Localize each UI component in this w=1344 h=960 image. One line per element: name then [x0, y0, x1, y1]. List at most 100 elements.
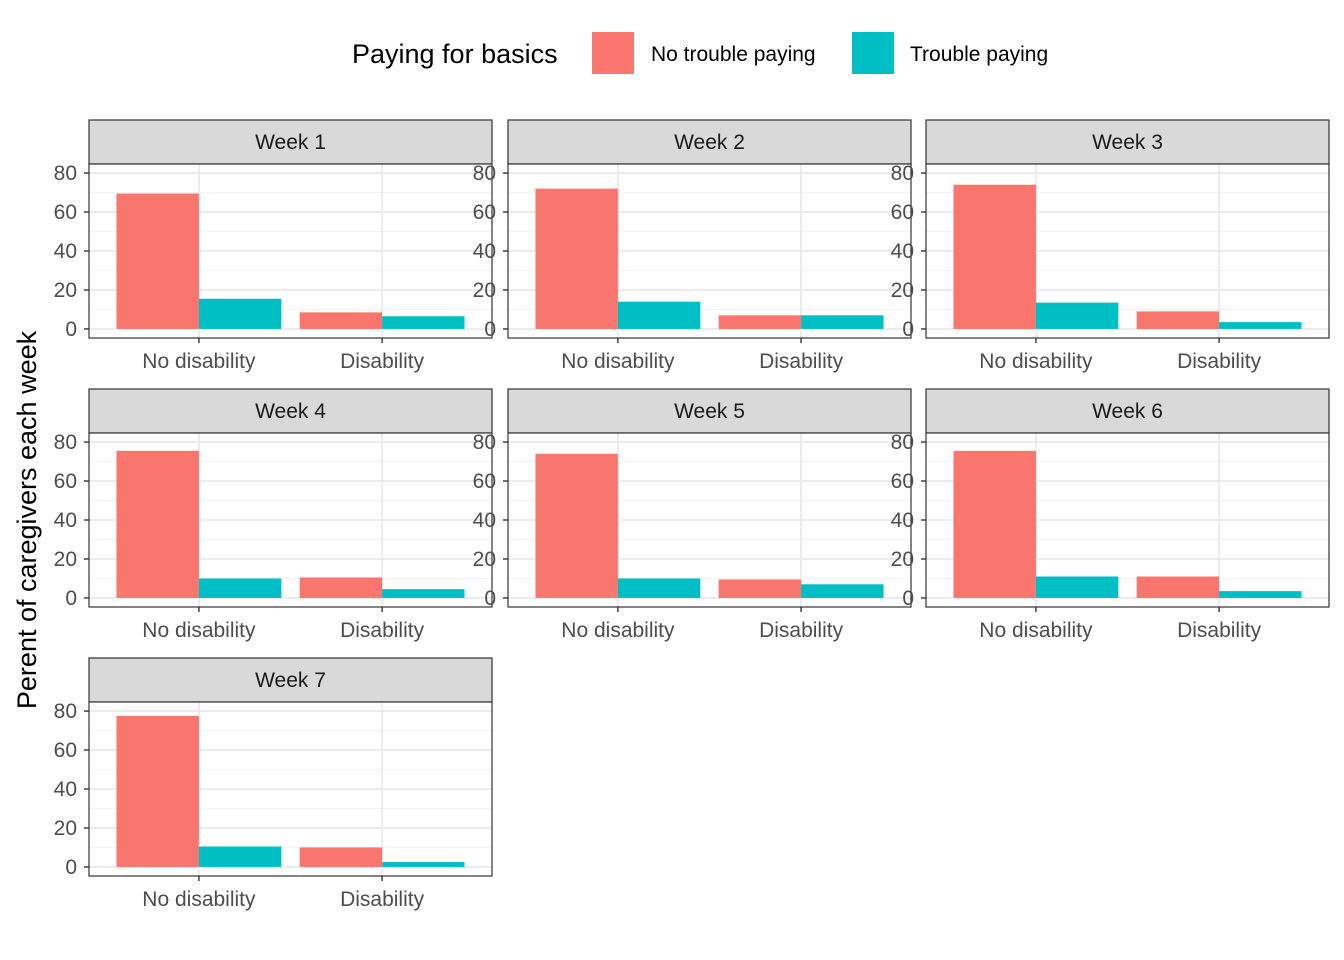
- y-tick-label: 20: [54, 548, 77, 571]
- x-tick-label: Disability: [1177, 619, 1262, 642]
- facet-strip-label: Week 6: [1092, 400, 1163, 423]
- y-tick-label: 60: [891, 470, 914, 493]
- y-tick-label: 0: [65, 318, 77, 341]
- y-tick-label: 60: [473, 201, 496, 224]
- y-tick-label: 0: [65, 856, 77, 879]
- bar-trouble-paying-no-disability: [1035, 302, 1119, 329]
- bar-no-trouble-paying-no-disability: [535, 453, 618, 598]
- facet-strip-label: Week 7: [255, 669, 326, 692]
- bar-no-trouble-paying-no-disability: [953, 184, 1036, 329]
- panel-week-7: Week 7 0 20 40 60 80 No disability Disability: [54, 657, 493, 911]
- panel-week-2: Week 2 0 20 40 60 80 No disability Disability: [473, 119, 912, 373]
- y-tick-label: 80: [54, 700, 77, 723]
- bar-no-trouble-paying-no-disability: [535, 188, 618, 329]
- y-tick-label: 0: [484, 587, 496, 610]
- facet-strip: [88, 119, 493, 165]
- bar-trouble-paying-disability: [382, 316, 465, 329]
- y-tick-label: 60: [473, 470, 496, 493]
- y-tick-label: 20: [891, 548, 914, 571]
- x-tick-label: Disability: [759, 619, 844, 642]
- x-tick-label: No disability: [979, 619, 1093, 642]
- y-tick-label: 80: [473, 431, 496, 454]
- facet-strip: [507, 119, 912, 165]
- bar-trouble-paying-no-disability: [617, 578, 701, 598]
- y-tick-label: 60: [54, 201, 77, 224]
- y-tick-label: 0: [902, 587, 914, 610]
- bar-no-trouble-paying-no-disability: [116, 715, 199, 867]
- y-tick-label: 80: [473, 162, 496, 185]
- x-tick-label: Disability: [340, 888, 425, 911]
- x-tick-label: Disability: [759, 350, 844, 373]
- legend-label-no-trouble-paying: No trouble paying: [651, 43, 816, 66]
- bar-no-trouble-paying-disability: [299, 847, 383, 867]
- bar-trouble-paying-no-disability: [198, 578, 282, 598]
- legend-key-no-trouble-paying: [592, 32, 634, 74]
- y-tick-label: 0: [902, 318, 914, 341]
- x-tick-label: Disability: [340, 350, 425, 373]
- y-tick-label: 40: [473, 240, 496, 263]
- bar-no-trouble-paying-disability: [718, 579, 802, 598]
- y-tick-label: 20: [54, 279, 77, 302]
- legend-key-trouble-paying: [852, 32, 894, 74]
- y-tick-label: 20: [54, 817, 77, 840]
- bar-no-trouble-paying-no-disability: [116, 450, 199, 598]
- y-tick-label: 60: [54, 739, 77, 762]
- bar-trouble-paying-no-disability: [198, 298, 282, 329]
- panel-week-1: Week 1 0 20 40 60 80 No disability Disability: [54, 119, 493, 373]
- bar-no-trouble-paying-disability: [718, 315, 802, 329]
- y-tick-label: 0: [484, 318, 496, 341]
- bar-trouble-paying-no-disability: [198, 846, 282, 867]
- bar-trouble-paying-no-disability: [617, 301, 701, 329]
- facet-strip-label: Week 5: [674, 400, 745, 423]
- facet-strip: [925, 119, 1330, 165]
- facet-strip-label: Week 1: [255, 131, 326, 154]
- y-tick-label: 80: [891, 431, 914, 454]
- y-tick-label: 80: [54, 162, 77, 185]
- bar-trouble-paying-disability: [801, 584, 884, 598]
- x-tick-label: No disability: [979, 350, 1093, 373]
- panel-week-4: Week 4 0 20 40 60 80 No disability Disability: [54, 388, 493, 642]
- y-tick-label: 40: [891, 240, 914, 263]
- bar-trouble-paying-disability: [382, 589, 465, 598]
- bar-no-trouble-paying-disability: [299, 577, 383, 598]
- y-tick-label: 40: [54, 509, 77, 532]
- x-tick-label: Disability: [1177, 350, 1262, 373]
- y-tick-label: 0: [65, 587, 77, 610]
- x-tick-label: No disability: [561, 619, 675, 642]
- x-tick-label: No disability: [142, 350, 256, 373]
- x-tick-label: No disability: [142, 888, 256, 911]
- y-tick-label: 20: [891, 279, 914, 302]
- y-tick-label: 20: [473, 548, 496, 571]
- x-tick-label: No disability: [142, 619, 256, 642]
- y-tick-label: 60: [891, 201, 914, 224]
- bar-no-trouble-paying-no-disability: [953, 450, 1036, 598]
- y-tick-label: 40: [54, 778, 77, 801]
- y-tick-label: 40: [891, 509, 914, 532]
- y-tick-label: 80: [54, 431, 77, 454]
- facet-strip: [88, 657, 493, 703]
- facet-strip-label: Week 4: [255, 400, 326, 423]
- legend-label-trouble-paying: Trouble paying: [910, 43, 1048, 66]
- bar-trouble-paying-no-disability: [1035, 576, 1119, 598]
- bar-no-trouble-paying-disability: [299, 312, 383, 329]
- bar-trouble-paying-disability: [382, 862, 465, 867]
- facet-strip: [925, 388, 1330, 434]
- legend: Paying for basics No trouble paying Trou…: [352, 32, 1048, 74]
- legend-title: Paying for basics: [352, 39, 558, 69]
- bar-no-trouble-paying-no-disability: [116, 193, 199, 329]
- bar-trouble-paying-disability: [1219, 322, 1302, 329]
- y-tick-label: 40: [473, 509, 496, 532]
- bar-trouble-paying-disability: [801, 315, 884, 329]
- y-tick-label: 80: [891, 162, 914, 185]
- x-tick-label: Disability: [340, 619, 425, 642]
- facet-strip-label: Week 2: [674, 131, 745, 154]
- y-tick-label: 60: [54, 470, 77, 493]
- y-axis-title: Perent of caregivers each week: [12, 330, 42, 709]
- panel-week-3: Week 3 0 20 40 60 80 No disability Disability: [891, 119, 1330, 373]
- y-tick-label: 40: [54, 240, 77, 263]
- panel-week-6: Week 6 0 20 40 60 80 No disability Disability: [891, 388, 1330, 642]
- panel-week-5: Week 5 0 20 40 60 80 No disability Disability: [473, 388, 912, 642]
- y-tick-label: 20: [473, 279, 496, 302]
